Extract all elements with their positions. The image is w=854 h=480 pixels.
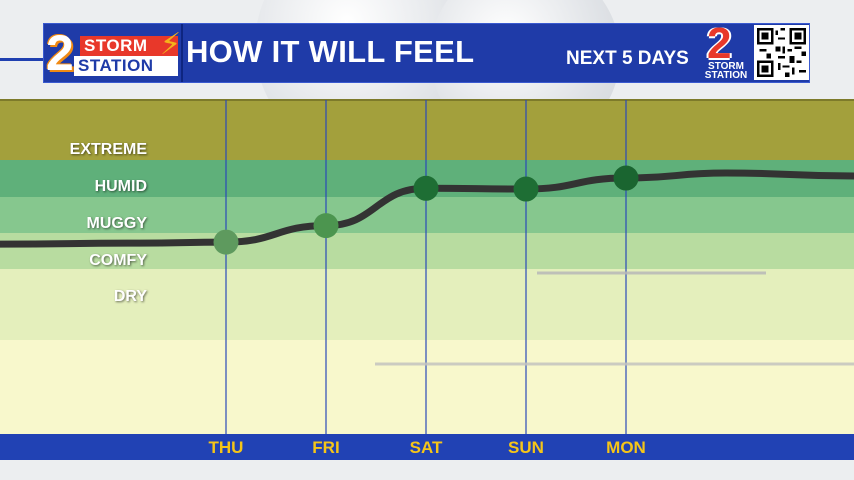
page-subtitle: NEXT 5 DAYS <box>566 48 689 69</box>
band-muggy <box>0 197 854 233</box>
band-base <box>0 340 854 434</box>
logo-station-text: STATION <box>74 56 178 76</box>
day-label-sat: SAT <box>409 438 443 457</box>
level-label-comfy: COMFY <box>89 252 147 269</box>
badge-station-text: STATION <box>704 70 748 81</box>
day-label-sun: SUN <box>508 438 544 457</box>
data-point-sat <box>413 175 439 201</box>
lightning-bolt-icon: ⚡ <box>160 28 182 61</box>
data-point-thu <box>213 229 239 255</box>
day-label-fri: FRI <box>312 438 340 457</box>
qr-code-icon <box>754 25 809 80</box>
level-label-humid: HUMID <box>94 178 147 195</box>
day-axis-bar <box>0 434 854 460</box>
data-points <box>213 165 639 255</box>
page-title: HOW IT WILL FEEL <box>186 34 475 69</box>
data-point-sun <box>513 176 539 202</box>
level-bands <box>0 99 854 434</box>
level-label-dry: DRY <box>113 288 147 305</box>
storm-station-logo: STORM STATION 2 ⚡ <box>44 24 181 82</box>
header-accent-line <box>0 58 48 61</box>
day-label-thu: THU <box>208 438 244 457</box>
band-extreme <box>0 100 854 160</box>
band-dry <box>0 269 854 340</box>
band-comfy <box>0 233 854 269</box>
station-badge: 2 STORM STATION <box>697 19 753 82</box>
level-label-muggy: MUGGY <box>86 215 147 232</box>
day-gridlines <box>225 100 627 434</box>
level-label-extreme: EXTREME <box>69 141 147 158</box>
badge-number: 2 <box>707 19 732 68</box>
data-point-mon <box>613 165 639 191</box>
header-divider <box>181 24 183 82</box>
data-point-fri <box>313 213 339 239</box>
header-banner: STORM STATION 2 ⚡ HOW IT WILL FEEL NEXT … <box>43 19 810 83</box>
logo-storm-text: STORM <box>80 36 178 56</box>
day-label-mon: MON <box>606 438 646 457</box>
logo-number: 2 <box>46 25 74 81</box>
badge-storm-text: STORM <box>708 61 744 72</box>
